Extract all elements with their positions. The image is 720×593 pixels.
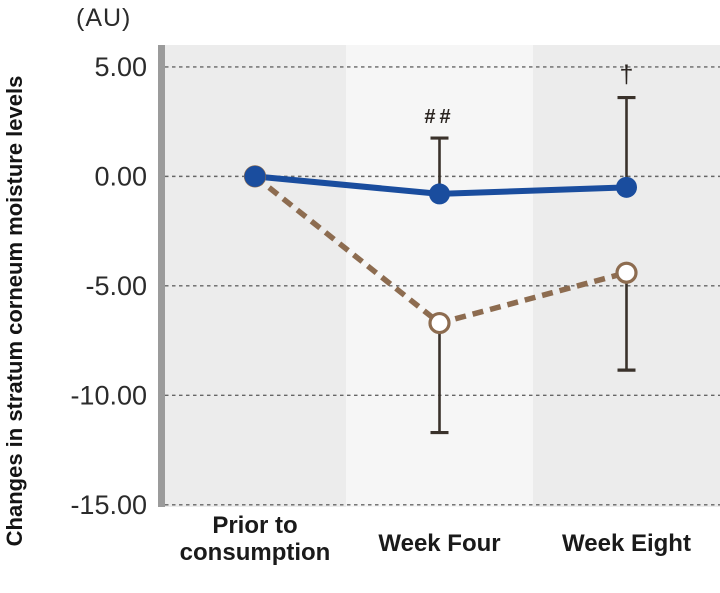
y-tick-label: -5.00 — [85, 271, 147, 301]
data-point-marker — [615, 261, 638, 284]
x-tick-label: consumption — [180, 539, 331, 566]
y-axis-line — [158, 45, 165, 507]
x-tick-label: Prior to — [212, 512, 297, 539]
axis-unit-label: (AU) — [76, 4, 132, 32]
data-point-marker — [244, 165, 266, 187]
data-point-marker — [616, 176, 637, 198]
plot-band — [164, 45, 346, 507]
y-tick-label: -15.00 — [70, 490, 147, 520]
y-tick-label: 0.00 — [94, 161, 147, 191]
x-tick-label: Week Eight — [562, 530, 691, 557]
significance-annotation: † — [620, 61, 634, 89]
y-tick-label: 5.00 — [94, 52, 147, 82]
y-tick-label: -10.00 — [70, 380, 147, 410]
data-point-marker — [428, 311, 451, 335]
data-point-marker — [429, 183, 450, 205]
significance-annotation: ## — [424, 106, 454, 128]
x-tick-label: Week Four — [378, 530, 500, 557]
